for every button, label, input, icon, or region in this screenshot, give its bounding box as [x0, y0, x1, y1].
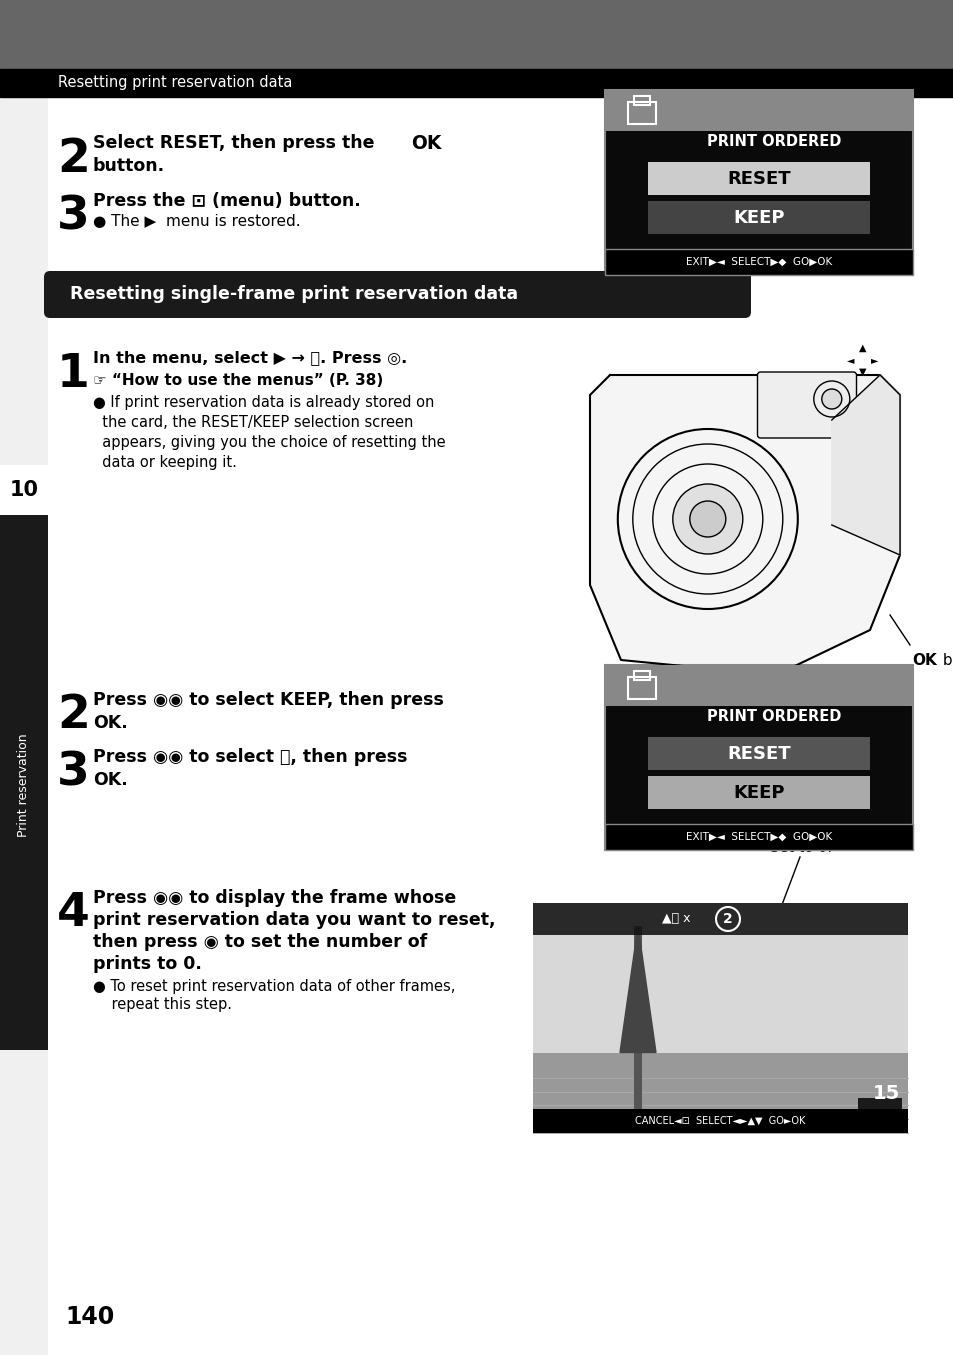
Text: ▲⎙ x: ▲⎙ x [661, 912, 690, 925]
Text: OK.: OK. [92, 771, 128, 789]
Text: Press ◉◉ to display the frame whose: Press ◉◉ to display the frame whose [92, 889, 456, 906]
Text: PRINT ORDERED: PRINT ORDERED [706, 709, 841, 725]
Text: data or keeping it.: data or keeping it. [92, 455, 236, 470]
Text: ▼: ▼ [858, 367, 865, 377]
Text: ● If print reservation data is already stored on: ● If print reservation data is already s… [92, 396, 434, 411]
FancyBboxPatch shape [757, 373, 856, 438]
Circle shape [689, 501, 725, 537]
Text: repeat this step.: repeat this step. [92, 997, 232, 1012]
Bar [533, 902, 907, 1053]
Text: 2: 2 [57, 137, 90, 182]
Text: Press ◉◉ to select KEEP, then press: Press ◉◉ to select KEEP, then press [92, 691, 443, 709]
Bar [634, 96, 649, 106]
Text: ►: ► [870, 355, 878, 364]
Text: 3: 3 [57, 195, 90, 240]
Bar [533, 1053, 907, 1133]
Bar [533, 1108, 907, 1133]
Bar [634, 671, 649, 680]
FancyBboxPatch shape [44, 271, 750, 318]
Text: Print reservation: Print reservation [17, 733, 30, 837]
Bar [647, 776, 869, 809]
Text: ▲: ▲ [858, 343, 865, 354]
Polygon shape [619, 925, 656, 1053]
Text: In the menu, select ▶ → ⎙. Press ◎.: In the menu, select ▶ → ⎙. Press ◎. [92, 350, 407, 364]
Bar [627, 103, 656, 125]
Text: prints to 0.: prints to 0. [92, 955, 202, 973]
Bar [857, 1098, 901, 1127]
Text: the card, the RESET/KEEP selection screen: the card, the RESET/KEEP selection scree… [92, 415, 413, 430]
Circle shape [672, 484, 742, 554]
Bar [604, 89, 912, 130]
Text: button.: button. [92, 157, 165, 175]
Bar [604, 665, 912, 706]
Text: Resetting print reservation data: Resetting print reservation data [58, 76, 292, 91]
Text: Press ◉◉ to select ⎙, then press: Press ◉◉ to select ⎙, then press [92, 748, 407, 766]
Text: appears, giving you the choice of resetting the: appears, giving you the choice of resett… [92, 435, 445, 450]
Bar [647, 201, 869, 234]
Bar [0, 0, 48, 1355]
Bar [533, 902, 907, 935]
Text: RESET: RESET [726, 169, 790, 188]
Text: RESET: RESET [726, 745, 790, 763]
Text: 3: 3 [57, 751, 90, 795]
Text: KEEP: KEEP [733, 783, 784, 802]
Text: button: button [937, 653, 953, 668]
Bar [647, 737, 869, 771]
Text: OK: OK [911, 653, 936, 668]
Text: OK.: OK. [92, 714, 128, 732]
Text: PRINT ORDERED: PRINT ORDERED [706, 134, 841, 149]
Text: ● To reset print reservation data of other frames,: ● To reset print reservation data of oth… [92, 980, 455, 995]
Bar [647, 163, 869, 195]
Circle shape [821, 389, 841, 409]
Text: 4: 4 [57, 892, 90, 936]
Text: EXIT▶◄  SELECT▶◆  GO▶OK: EXIT▶◄ SELECT▶◆ GO▶OK [685, 257, 831, 267]
Text: KEEP: KEEP [733, 209, 784, 226]
Text: ◄: ◄ [846, 355, 854, 364]
Text: then press ◉ to set the number of: then press ◉ to set the number of [92, 934, 427, 951]
Bar [0, 0, 953, 70]
Bar [604, 89, 912, 275]
Polygon shape [589, 375, 899, 675]
Bar [0, 465, 48, 515]
Text: EXIT▶◄  SELECT▶◆  GO▶OK: EXIT▶◄ SELECT▶◆ GO▶OK [685, 832, 831, 841]
Text: ● The ▶  menu is restored.: ● The ▶ menu is restored. [92, 214, 300, 229]
Text: ☞ “How to use the menus” (P. 38): ☞ “How to use the menus” (P. 38) [92, 373, 383, 388]
Bar [0, 480, 48, 1050]
Text: 1: 1 [57, 352, 90, 397]
Bar [604, 249, 912, 275]
Text: 2: 2 [722, 912, 732, 925]
Text: Resetting single-frame print reservation data: Resetting single-frame print reservation… [70, 285, 517, 304]
Text: OK: OK [411, 134, 441, 153]
Text: print reservation data you want to reset,: print reservation data you want to reset… [92, 911, 495, 930]
Text: Press the ⊡ (menu) button.: Press the ⊡ (menu) button. [92, 192, 360, 210]
Text: 15: 15 [872, 1084, 899, 1103]
Text: Select RESET, then press the: Select RESET, then press the [92, 134, 380, 152]
Text: CANCEL◄⊡  SELECT◄►▲▼  GO►OK: CANCEL◄⊡ SELECT◄►▲▼ GO►OK [635, 1117, 805, 1126]
Text: 10: 10 [10, 480, 38, 500]
Text: 2: 2 [57, 692, 90, 738]
Bar [634, 925, 641, 1122]
Bar [0, 69, 953, 98]
Text: 140: 140 [65, 1305, 114, 1329]
Bar [533, 902, 907, 1133]
Bar [627, 678, 656, 699]
Bar [604, 824, 912, 850]
Polygon shape [831, 375, 899, 556]
Bar [604, 665, 912, 850]
Text: Set to 0.: Set to 0. [769, 840, 831, 855]
